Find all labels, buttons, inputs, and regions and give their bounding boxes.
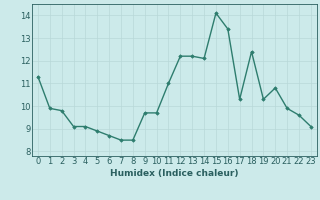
X-axis label: Humidex (Indice chaleur): Humidex (Indice chaleur) [110,169,239,178]
